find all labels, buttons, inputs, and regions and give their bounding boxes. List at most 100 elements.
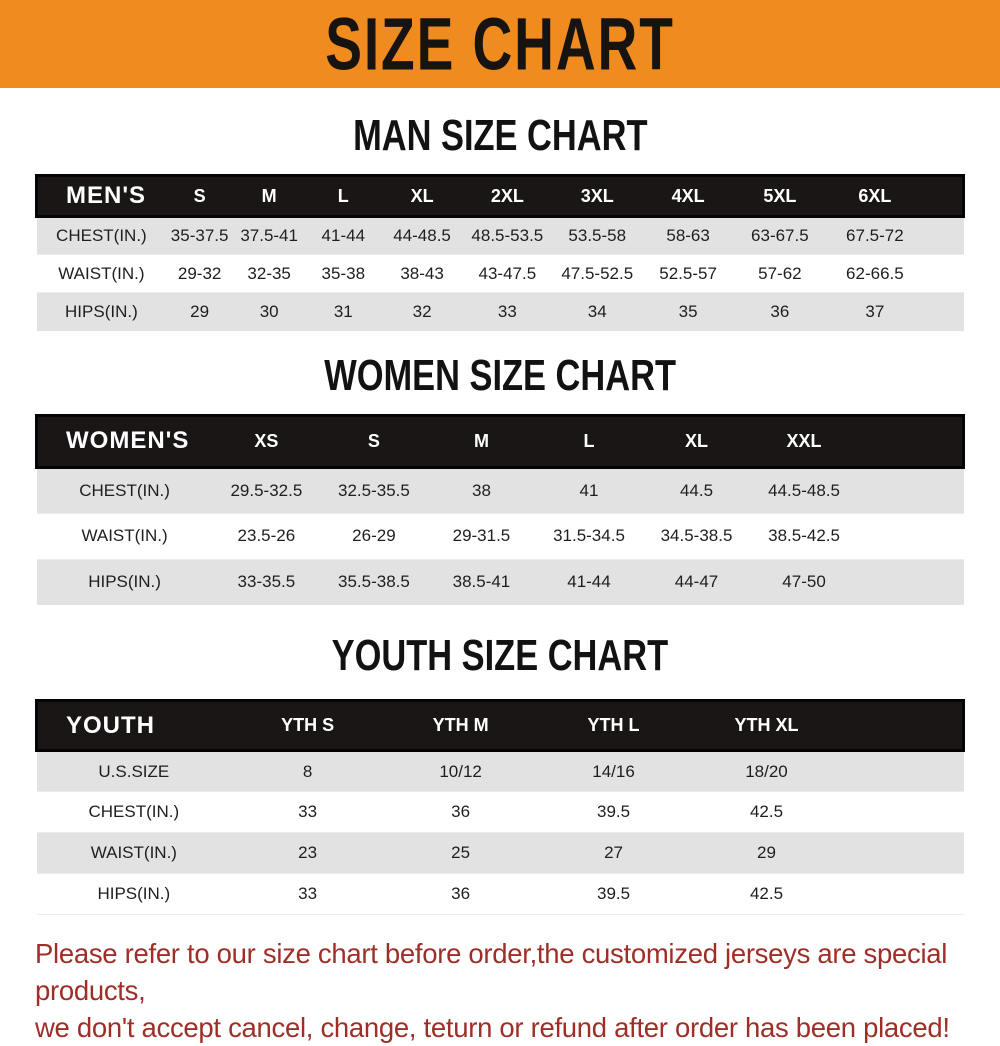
youth-size-header: YTH M	[432, 715, 489, 735]
size-cell: 52.5-57	[642, 254, 734, 293]
size-cell: 41-44	[535, 559, 643, 605]
size-cell: 47-50	[750, 559, 858, 605]
size-cell: 33	[231, 873, 385, 915]
row-label: HIPS(IN.)	[36, 873, 232, 915]
youth-chest-row: CHEST(IN.) 33 36 39.5 42.5	[36, 791, 964, 833]
women-header-spacer	[858, 415, 964, 467]
youth-header-spacer	[843, 701, 964, 751]
youth-size-header: YTH XL	[734, 715, 799, 735]
youth-section-title-text: YOUTH SIZE CHART	[331, 631, 669, 680]
women-size-header: XXL	[786, 430, 822, 451]
row-spacer	[923, 254, 964, 293]
size-cell: 41	[535, 467, 643, 513]
youth-ussize-row: U.S.SIZE 8 10/12 14/16 18/20	[36, 750, 964, 792]
women-group-label: WOMEN'S	[66, 427, 190, 454]
size-cell: 58-63	[642, 216, 734, 255]
man-section-title: MAN SIZE CHART	[0, 111, 1000, 159]
women-size-header: L	[583, 430, 595, 451]
size-cell: 29.5-32.5	[212, 467, 321, 513]
size-cell: 47.5-52.5	[551, 254, 643, 293]
disclaimer-line-2: we don't accept cancel, change, teturn o…	[35, 1012, 950, 1043]
row-spacer	[857, 559, 964, 605]
youth-size-table: YOUTH YTH S YTH M YTH L YTH XL U.S.SIZE …	[35, 699, 965, 915]
women-size-header: XS	[254, 430, 279, 451]
order-disclaimer: Please refer to our size chart before or…	[35, 935, 965, 1046]
women-size-table: WOMEN'S XS S M L XL XXL CHEST(IN.) 29.5-…	[35, 414, 965, 605]
size-cell: 38.5-42.5	[750, 512, 858, 560]
size-cell: 42.5	[690, 791, 843, 833]
men-header-row: MEN'S S M L XL 2XL 3XL 4XL 5XL 6XL	[36, 175, 964, 217]
size-cell: 67.5-72	[826, 216, 924, 255]
size-cell: 32	[381, 292, 463, 331]
row-label: WAIST(IN.)	[36, 512, 213, 560]
size-cell: 34.5-38.5	[642, 512, 751, 560]
men-size-header: 4XL	[671, 185, 705, 206]
size-cell: 31	[305, 292, 382, 331]
men-chest-row: CHEST(IN.) 35-37.5 37.5-41 41-44 44-48.5…	[36, 216, 964, 255]
size-cell: 32-35	[233, 254, 306, 293]
size-cell: 29	[166, 292, 233, 331]
row-spacer	[842, 791, 964, 833]
size-chart-banner: SIZE CHART	[0, 0, 1000, 88]
women-chest-row: CHEST(IN.) 29.5-32.5 32.5-35.5 38 41 44.…	[36, 467, 964, 513]
size-cell: 36	[384, 791, 538, 833]
size-cell: 23.5-26	[212, 512, 321, 560]
size-cell: 44.5	[642, 467, 751, 513]
youth-size-header: YTH S	[281, 715, 335, 735]
size-cell: 31.5-34.5	[535, 512, 643, 560]
banner-title: SIZE CHART	[325, 2, 675, 86]
men-waist-row: WAIST(IN.) 29-32 32-35 35-38 38-43 43-47…	[36, 254, 964, 293]
size-cell: 26-29	[320, 512, 428, 560]
man-section-title-text: MAN SIZE CHART	[352, 111, 648, 160]
row-spacer	[923, 292, 964, 331]
size-cell: 35	[642, 292, 734, 331]
youth-size-header: YTH L	[587, 715, 640, 735]
size-cell: 29-31.5	[427, 512, 536, 560]
size-cell: 33	[462, 292, 552, 331]
row-label: HIPS(IN.)	[36, 292, 167, 331]
men-size-header: S	[193, 185, 206, 206]
men-size-header: XL	[410, 185, 434, 206]
row-spacer	[842, 832, 964, 874]
men-group-label: MEN'S	[66, 182, 147, 209]
size-cell: 36	[733, 292, 827, 331]
size-cell: 36	[384, 873, 538, 915]
men-size-header: 5XL	[763, 185, 797, 206]
disclaimer-line-1: Please refer to our size chart before or…	[35, 938, 948, 1006]
women-size-header: S	[367, 430, 380, 451]
men-hips-row: HIPS(IN.) 29 30 31 32 33 34 35 36 37	[36, 292, 964, 331]
size-cell: 35.5-38.5	[320, 559, 428, 605]
women-hips-row: HIPS(IN.) 33-35.5 35.5-38.5 38.5-41 41-4…	[36, 559, 964, 605]
size-cell: 41-44	[305, 216, 382, 255]
size-cell: 38	[427, 467, 536, 513]
size-cell: 44-47	[642, 559, 751, 605]
row-label: WAIST(IN.)	[36, 832, 232, 874]
youth-group-label: YOUTH	[66, 711, 155, 739]
size-cell: 27	[537, 832, 691, 874]
men-size-header: 2XL	[490, 185, 524, 206]
women-size-header: M	[473, 430, 489, 451]
men-size-header: L	[337, 185, 349, 206]
row-label: CHEST(IN.)	[36, 791, 232, 833]
size-cell: 23	[231, 832, 385, 874]
row-label: CHEST(IN.)	[36, 216, 167, 255]
size-cell: 62-66.5	[826, 254, 924, 293]
size-cell: 44-48.5	[381, 216, 463, 255]
size-cell: 35-37.5	[166, 216, 233, 255]
row-label: CHEST(IN.)	[36, 467, 213, 513]
size-cell: 63-67.5	[733, 216, 827, 255]
size-cell: 29	[690, 832, 843, 874]
women-header-row: WOMEN'S XS S M L XL XXL	[36, 415, 964, 467]
men-size-table: MEN'S S M L XL 2XL 3XL 4XL 5XL 6XL CHEST…	[35, 174, 965, 331]
size-cell: 57-62	[733, 254, 827, 293]
size-cell: 37	[826, 292, 924, 331]
size-cell: 48.5-53.5	[462, 216, 552, 255]
row-spacer	[857, 512, 964, 560]
youth-hips-row: HIPS(IN.) 33 36 39.5 42.5	[36, 873, 964, 915]
men-size-header: 6XL	[858, 185, 892, 206]
size-cell: 53.5-58	[551, 216, 643, 255]
size-cell: 42.5	[690, 873, 843, 915]
men-header-spacer	[924, 176, 964, 217]
size-cell: 8	[231, 750, 385, 792]
size-cell: 32.5-35.5	[320, 467, 428, 513]
